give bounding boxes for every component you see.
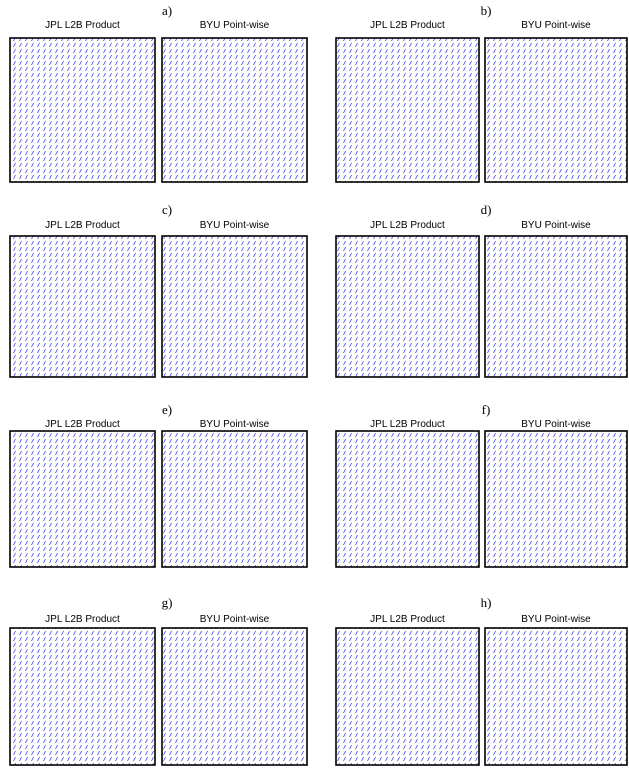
plot-frame <box>162 431 307 567</box>
plot-frame <box>336 431 479 567</box>
plot-frame <box>336 236 479 377</box>
plot-frame <box>485 236 627 377</box>
panel-label: h) <box>481 595 492 610</box>
plot-frame <box>162 628 307 765</box>
plot-frame <box>162 236 307 377</box>
plot-frame <box>10 236 155 377</box>
plot-title: JPL L2B Product <box>370 220 445 231</box>
plot-title: BYU Point-wise <box>200 614 270 625</box>
plot-title: BYU Point-wise <box>200 220 270 231</box>
plot-frame <box>485 431 627 567</box>
figure: a) JPL L2B Product BYU Point-wise b) JPL L2B… <box>0 0 629 772</box>
plot-title: BYU Point-wise <box>200 20 270 31</box>
plot-title: JPL L2B Product <box>45 614 120 625</box>
plot-title: JPL L2B Product <box>370 614 445 625</box>
panel-label: g) <box>162 595 173 610</box>
plot-frame <box>10 628 155 765</box>
panel-label: c) <box>162 202 172 217</box>
plot-title: JPL L2B Product <box>370 20 445 31</box>
panel-label: a) <box>162 3 172 18</box>
plot-frame <box>162 38 307 182</box>
plot-frame <box>336 38 479 182</box>
plot-title: BYU Point-wise <box>521 220 591 231</box>
plot-frame <box>336 628 479 765</box>
plot-title: JPL L2B Product <box>370 419 445 430</box>
plot-title: BYU Point-wise <box>521 419 591 430</box>
plot-title: BYU Point-wise <box>521 614 591 625</box>
panel-label: e) <box>162 402 172 417</box>
plot-frame <box>10 38 155 182</box>
plot-title: JPL L2B Product <box>45 419 120 430</box>
plot-frame <box>485 38 627 182</box>
panel-label: d) <box>481 202 492 217</box>
plot-title: BYU Point-wise <box>200 419 270 430</box>
plot-frame <box>485 628 627 765</box>
plot-frame <box>10 431 155 567</box>
panel-label: f) <box>482 402 491 417</box>
panel-label: b) <box>481 3 492 18</box>
plot-title: BYU Point-wise <box>521 20 591 31</box>
plot-title: JPL L2B Product <box>45 220 120 231</box>
plot-title: JPL L2B Product <box>45 20 120 31</box>
